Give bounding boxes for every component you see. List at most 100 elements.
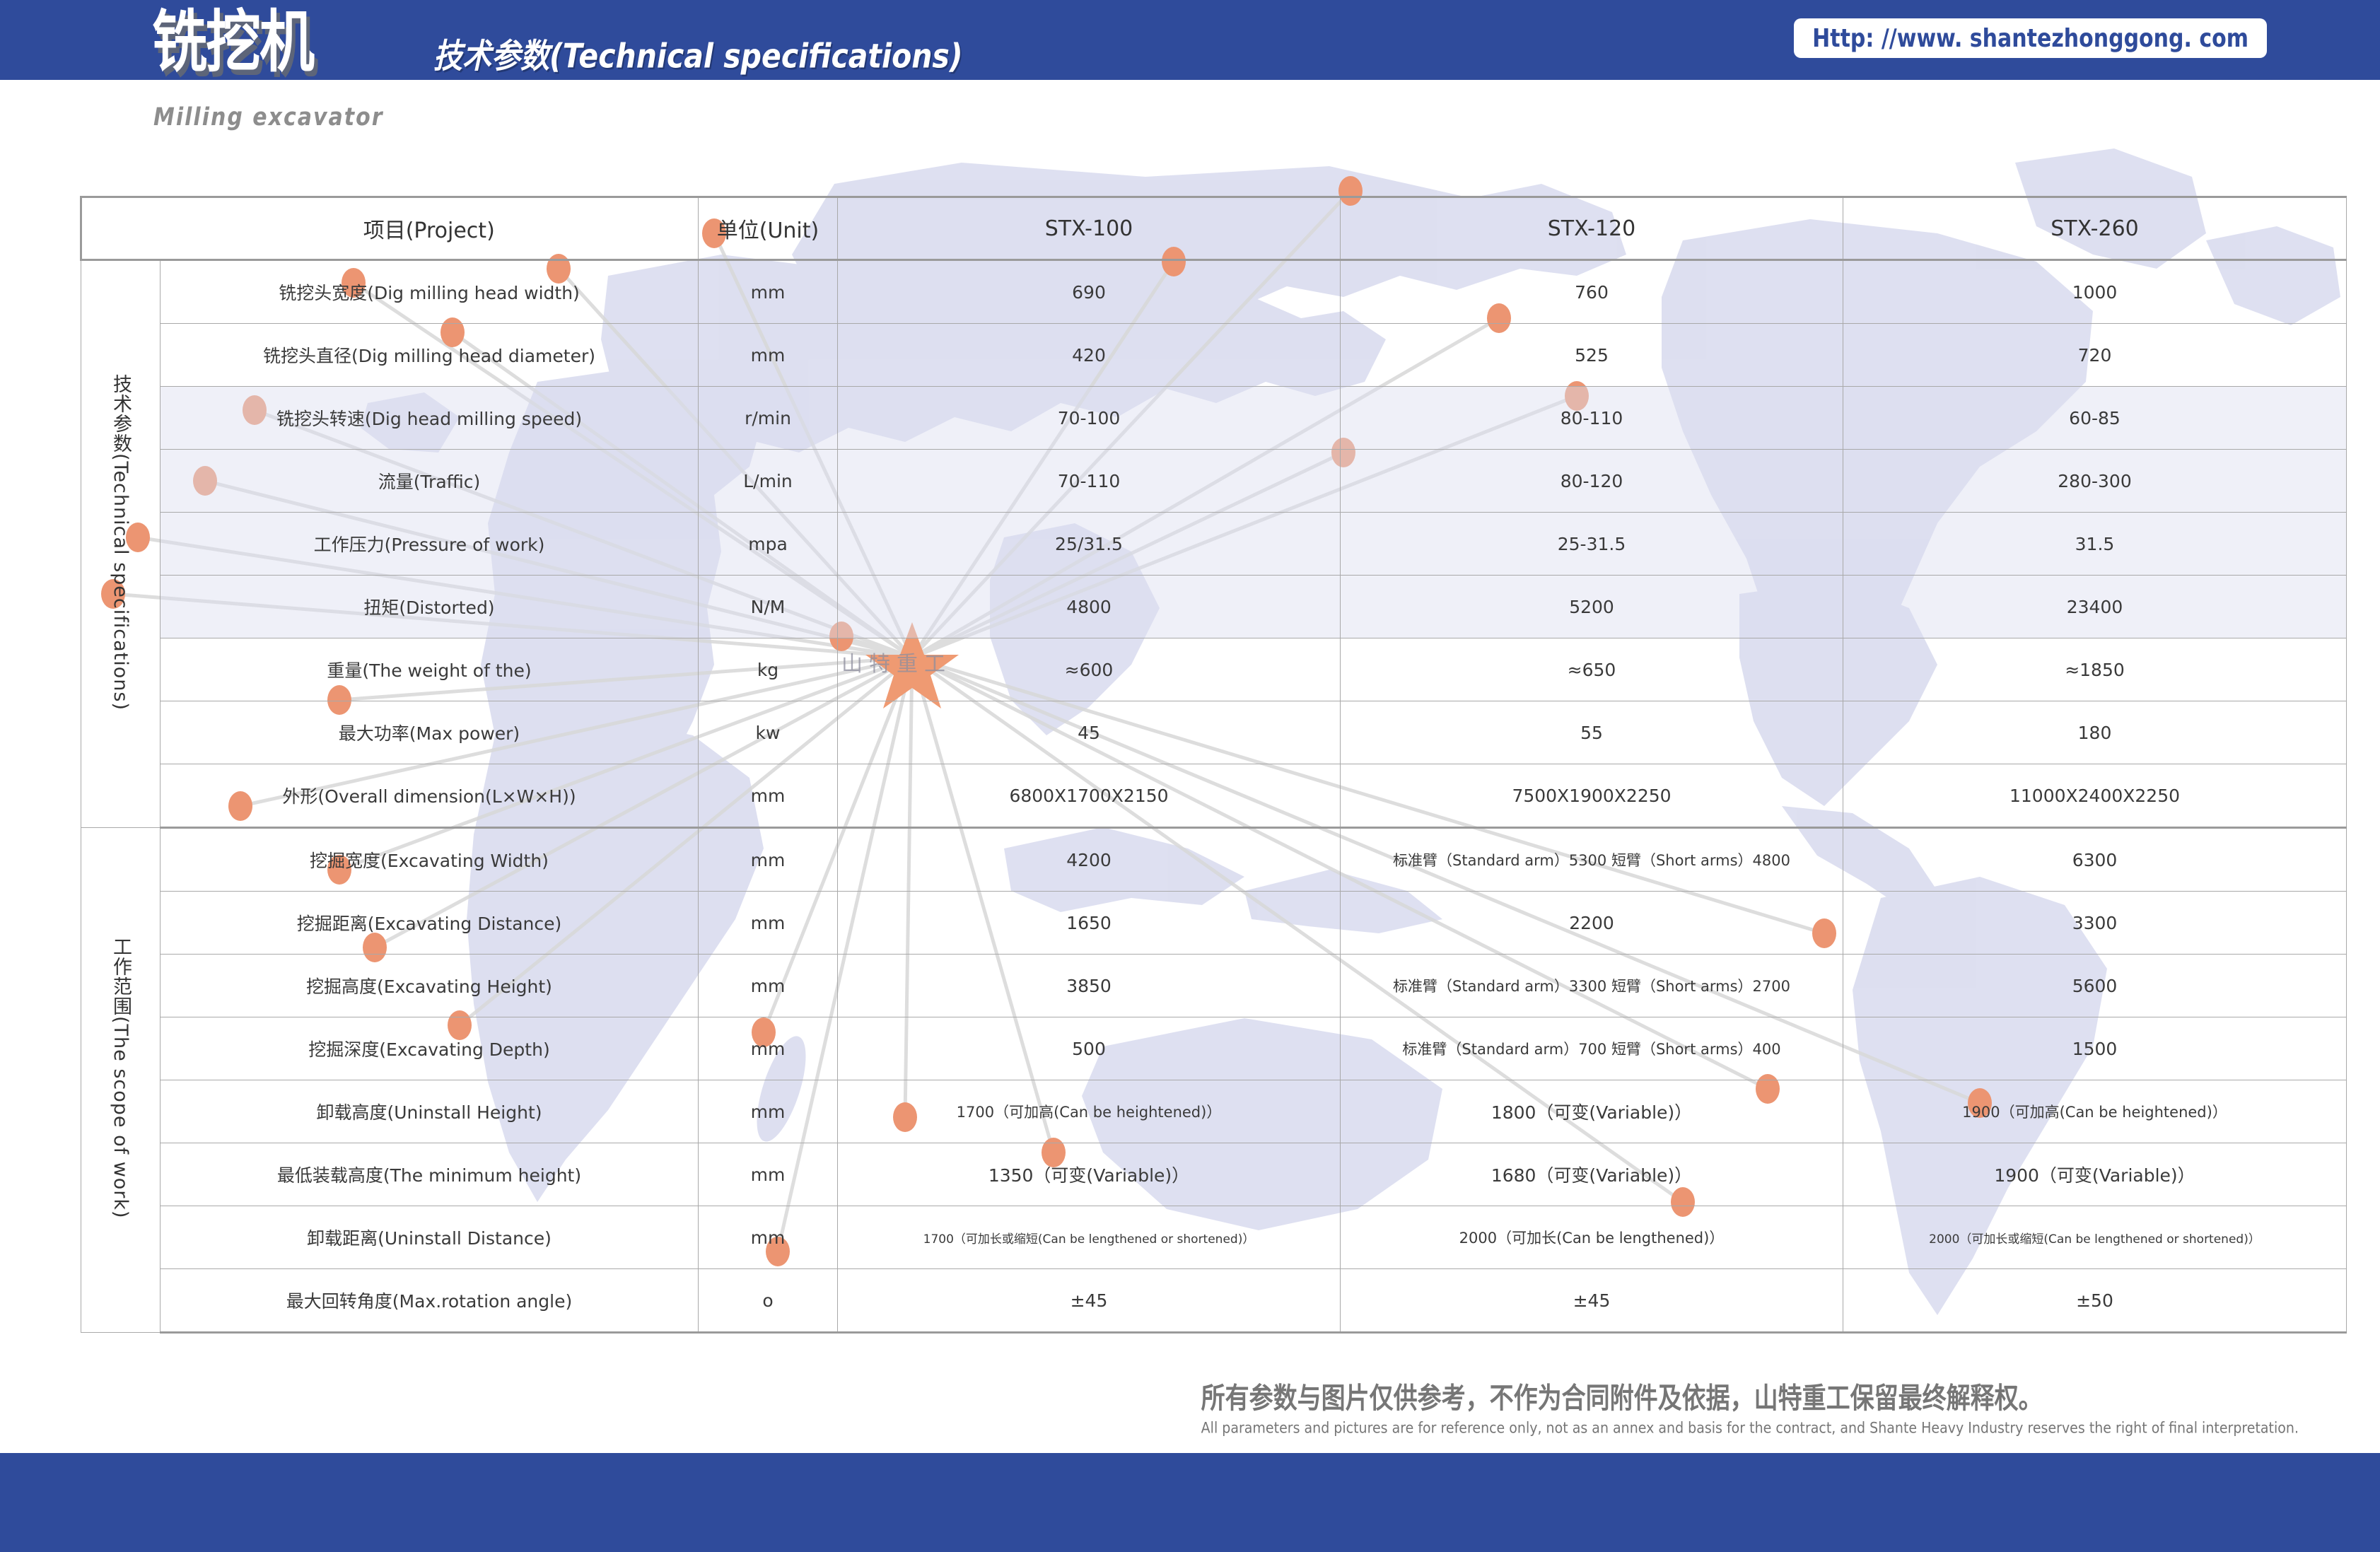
row-project: 铣挖头直径(Dig milling head diameter) — [160, 323, 699, 387]
row-value-stx120: 标准臂（Standard arm）700 短臂（Short arms）400 — [1340, 1017, 1843, 1080]
row-unit: mm — [698, 1017, 838, 1080]
table-row: 流量(Traffic) L/min 70-110 80-120 280-300 — [81, 449, 2347, 513]
row-value-stx100: 45 — [837, 701, 1341, 764]
row-value-stx100: 1700（可加长或缩短(Can be lengthened or shorten… — [837, 1206, 1341, 1269]
row-value-stx260: 11000X2400X2250 — [1843, 764, 2347, 829]
disclaimer-chinese: 所有参数与图片仅供参考，不作为合同附件及依据，山特重工保留最终解释权。 — [1201, 1382, 2043, 1416]
row-unit: mm — [698, 891, 838, 955]
row-value-stx100: 690 — [837, 259, 1341, 324]
row-project: 重量(The weight of the) — [160, 638, 699, 701]
row-value-stx120: 2200 — [1340, 891, 1843, 955]
row-value-stx260: 2000（可加长或缩短(Can be lengthened or shorten… — [1843, 1206, 2347, 1269]
row-value-stx120: ±45 — [1340, 1268, 1843, 1334]
table-row: 工作压力(Pressure of work) mpa 25/31.5 25-31… — [81, 512, 2347, 576]
row-value-stx100: 4800 — [837, 575, 1341, 638]
row-value-stx260: 720 — [1843, 323, 2347, 387]
section-label-scope: 工作范围(The scope of work) — [81, 827, 161, 1333]
row-value-stx120: 标准臂（Standard arm）3300 短臂（Short arms）2700 — [1340, 954, 1843, 1017]
table-row: 卸载距离(Uninstall Distance) mm 1700（可加长或缩短(… — [81, 1206, 2347, 1269]
row-project: 铣挖头宽度(Dig milling head width) — [160, 259, 699, 324]
table-row: 工作范围(The scope of work) 挖掘宽度(Excavating … — [81, 827, 2347, 1333]
row-project: 卸载距离(Uninstall Distance) — [160, 1206, 699, 1269]
section-label-scope-text: 工作范围(The scope of work) — [110, 937, 132, 1219]
row-value-stx120: 80-110 — [1340, 386, 1843, 450]
row-value-stx100: 420 — [837, 323, 1341, 387]
row-value-stx120: 1800（可变(Variable)） — [1340, 1080, 1843, 1143]
row-value-stx100: 1700（可加高(Can be heightened)） — [837, 1080, 1341, 1143]
row-unit: mm — [698, 1080, 838, 1143]
row-value-stx260: 1000 — [1843, 259, 2347, 324]
table-row: 挖掘高度(Excavating Height) mm 3850 标准臂（Stan… — [81, 954, 2347, 1017]
table-row: 技术参数(Technical specifications) 铣挖头宽度(Dig… — [81, 259, 2347, 828]
website-url-text: Http: //www. shantezhonggong. com — [1812, 23, 2248, 53]
row-value-stx100: 70-110 — [837, 449, 1341, 513]
section-label-technical: 技术参数(Technical specifications) — [81, 259, 161, 828]
row-value-stx120: 5200 — [1340, 575, 1843, 638]
row-value-stx260: 1900（可加高(Can be heightened)） — [1843, 1080, 2347, 1143]
table-header-row: 项目(Project) 单位(Unit) STX-100 STX-120 STX… — [80, 196, 2347, 261]
row-value-stx260: 6300 — [1843, 827, 2347, 892]
row-value-stx260: 31.5 — [1843, 512, 2347, 576]
row-project: 挖掘宽度(Excavating Width) — [160, 827, 699, 892]
row-value-stx100: ±45 — [837, 1268, 1341, 1334]
row-value-stx100: 3850 — [837, 954, 1341, 1017]
row-value-stx100: 500 — [837, 1017, 1341, 1080]
row-unit: r/min — [698, 386, 838, 450]
row-value-stx260: 180 — [1843, 701, 2347, 764]
row-value-stx260: 3300 — [1843, 891, 2347, 955]
table-row: 最大回转角度(Max.rotation angle) o ±45 ±45 ±50 — [81, 1268, 2347, 1334]
table-row: 挖掘距离(Excavating Distance) mm 1650 2200 3… — [81, 891, 2347, 955]
row-unit: mpa — [698, 512, 838, 576]
header-stx100: STX-100 — [837, 196, 1341, 261]
row-project: 挖掘距离(Excavating Distance) — [160, 891, 699, 955]
table-row: 铣挖头转速(Dig head milling speed) r/min 70-1… — [81, 386, 2347, 450]
row-value-stx120: 525 — [1340, 323, 1843, 387]
row-project: 最低装载高度(The minimum height) — [160, 1143, 699, 1206]
row-unit: kg — [698, 638, 838, 701]
table-row: 最大功率(Max power) kw 45 55 180 — [81, 701, 2347, 764]
row-unit: mm — [698, 259, 838, 324]
row-value-stx120: 1680（可变(Variable)） — [1340, 1143, 1843, 1206]
row-value-stx120: 标准臂（Standard arm）5300 短臂（Short arms）4800 — [1340, 827, 1843, 892]
header-stx120: STX-120 — [1340, 196, 1843, 261]
row-value-stx260: 60-85 — [1843, 386, 2347, 450]
table-row: 外形(Overall dimension(L×W×H)) mm 6800X170… — [81, 764, 2347, 829]
row-value-stx100: 4200 — [837, 827, 1341, 892]
row-value-stx260: 23400 — [1843, 575, 2347, 638]
header-unit: 单位(Unit) — [698, 196, 838, 261]
row-unit: o — [698, 1268, 838, 1334]
disclaimer-english: All parameters and pictures are for refe… — [1201, 1420, 2299, 1437]
header-stx260: STX-260 — [1843, 196, 2347, 261]
row-project: 最大功率(Max power) — [160, 701, 699, 764]
row-value-stx120: 55 — [1340, 701, 1843, 764]
row-value-stx260: 5600 — [1843, 954, 2347, 1017]
row-project: 挖掘深度(Excavating Depth) — [160, 1017, 699, 1080]
row-value-stx120: 760 — [1340, 259, 1843, 324]
row-project: 外形(Overall dimension(L×W×H)) — [160, 764, 699, 829]
row-project: 卸载高度(Uninstall Height) — [160, 1080, 699, 1143]
row-value-stx260: 280-300 — [1843, 449, 2347, 513]
row-project: 工作压力(Pressure of work) — [160, 512, 699, 576]
row-unit: mm — [698, 827, 838, 892]
logo-english-text: Milling excavator — [153, 103, 384, 132]
section-label-technical-text: 技术参数(Technical specifications) — [110, 373, 132, 711]
product-logo: 铣挖机 Milling excavator — [152, 6, 421, 140]
row-unit: mm — [698, 1206, 838, 1269]
row-unit: mm — [698, 323, 838, 387]
row-unit: mm — [698, 764, 838, 829]
row-value-stx100: 6800X1700X2150 — [837, 764, 1341, 829]
row-unit: mm — [698, 954, 838, 1017]
table-row: 铣挖头直径(Dig milling head diameter) mm 420 … — [81, 323, 2347, 387]
table-row: 卸载高度(Uninstall Height) mm 1700（可加高(Can b… — [81, 1080, 2347, 1143]
table-row: 扭矩(Distorted) N/M 4800 5200 23400 — [81, 575, 2347, 638]
row-unit: mm — [698, 1143, 838, 1206]
row-value-stx260: ≈1850 — [1843, 638, 2347, 701]
table-row: 挖掘深度(Excavating Depth) mm 500 标准臂（Standa… — [81, 1017, 2347, 1080]
row-value-stx120: 2000（可加长(Can be lengthened)） — [1340, 1206, 1843, 1269]
website-url-badge[interactable]: Http: //www. shantezhonggong. com — [1794, 18, 2267, 58]
logo-chinese-text: 铣挖机 — [152, 4, 315, 82]
header-corner-cell — [80, 196, 161, 261]
specifications-table: 项目(Project) 单位(Unit) STX-100 STX-120 STX… — [80, 196, 2347, 1334]
row-value-stx120: 25-31.5 — [1340, 512, 1843, 576]
specifications-table-container: 项目(Project) 单位(Unit) STX-100 STX-120 STX… — [80, 196, 2347, 1334]
